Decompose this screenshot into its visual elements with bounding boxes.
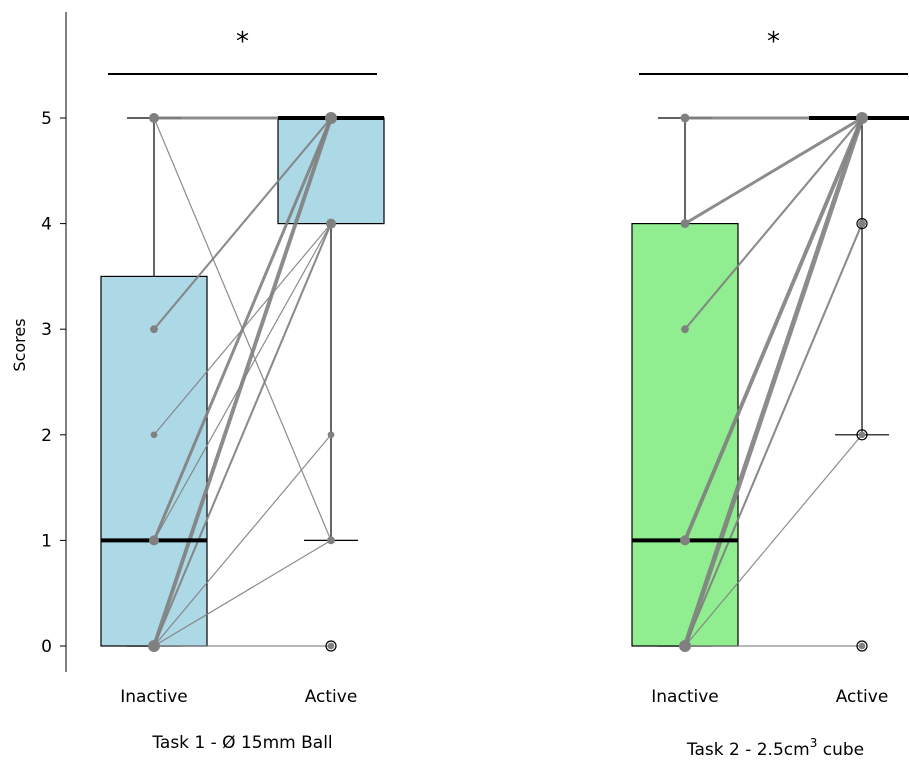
y-axis-label: Scores [10,318,29,371]
panel-title-prefix: Task 2 - [686,740,757,760]
x-tick-label: Inactive [120,687,187,707]
data-point [326,219,336,229]
y-tick-label: 0 [41,637,52,657]
data-point [151,431,158,438]
x-tick-label: Active [836,687,889,707]
panels: * Inactive Active Task 1 - Ø 15mm Ball * Inac… [101,27,909,760]
panel-2: * Inactive Active Task 2 - 2.5cm3 cube [632,27,909,760]
data-point [149,113,159,123]
data-point [325,112,337,124]
x-tick-label: Inactive [651,687,718,707]
significance-marker: * [767,27,780,57]
data-point [681,325,689,333]
x-tick-label: Active [305,687,358,707]
y-axis: 0 1 2 3 4 5 [41,12,66,672]
data-point [148,640,160,652]
data-point [149,535,159,545]
data-point [859,431,866,438]
panel-title-suffix: cube [817,740,864,760]
panel-title-prefix: Task 1 - Ø 15mm Ball [151,733,332,753]
significance-marker: * [236,27,249,57]
data-point [858,220,866,228]
data-point [681,219,690,228]
data-point [856,112,868,124]
y-tick-label: 1 [41,531,52,551]
y-tick-label: 5 [41,109,52,129]
y-tick-label: 3 [41,320,52,340]
panel-title-base: 2.5cm [757,740,810,760]
y-tick-label: 4 [41,215,52,235]
y-tick-label: 2 [41,426,52,446]
data-point [681,114,690,123]
panel-title-superscript: 3 [810,736,818,750]
data-point [859,643,866,650]
data-point [150,325,158,333]
box-inactive [632,224,738,646]
panel-title: Task 1 - Ø 15mm Ball [151,733,332,753]
paired-line [685,118,862,224]
data-point [328,431,335,438]
panel-title: Task 2 - 2.5cm3 cube [686,736,864,760]
data-point [328,643,335,650]
data-point [327,537,335,545]
data-point [679,640,691,652]
data-point [680,535,690,545]
panel-1: * Inactive Active Task 1 - Ø 15mm Ball [101,27,384,753]
